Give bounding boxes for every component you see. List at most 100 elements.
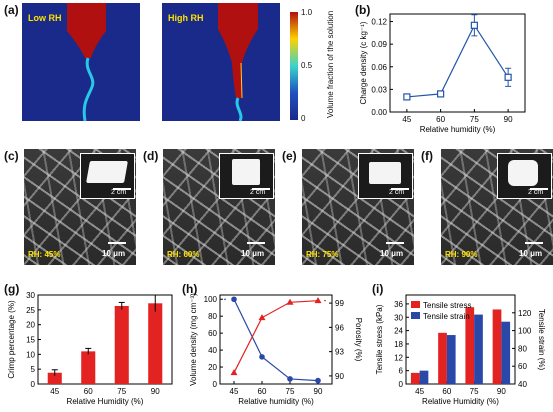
- scale-bar: [525, 242, 543, 244]
- bar: [465, 307, 475, 384]
- y-right-tick-label: 99: [335, 299, 344, 308]
- x-tick-label: 45: [415, 387, 424, 396]
- colorbar-title: Volume fraction of the solution: [326, 10, 335, 118]
- x-tick-label: 75: [117, 387, 126, 396]
- sem-image-rh45: 2 cm RH: 45% 10 μm: [24, 149, 136, 265]
- low-rh-label: Low RH: [28, 13, 62, 23]
- y-tick-label: 40: [208, 346, 217, 355]
- bar: [419, 370, 429, 384]
- plot-frame: [389, 13, 526, 113]
- x-tick-label: 75: [286, 387, 295, 396]
- colorbar-tick-mid: 0.5: [301, 61, 313, 70]
- x-axis-label: Relative humidity (%): [420, 125, 496, 134]
- scale-label: 10 μm: [102, 249, 126, 258]
- y-right-tick-label: 96: [335, 323, 344, 332]
- x-tick-label: 90: [504, 115, 513, 124]
- legend-label: Tensile stress: [423, 301, 471, 310]
- y-axis-label: Crimp percentage (%): [7, 300, 16, 379]
- scale-label: 10 μm: [241, 249, 265, 258]
- legend-swatch: [411, 312, 420, 319]
- panel-label-b: (b): [355, 3, 371, 17]
- y-tick-label: 6: [399, 367, 404, 376]
- inset-scale-bar: [391, 188, 409, 190]
- sem-rh-label: RH: 45%: [28, 250, 61, 259]
- data-point: [286, 298, 294, 305]
- y-tick-label: 30: [26, 291, 35, 300]
- high-rh-label: High RH: [168, 13, 204, 23]
- bar: [438, 332, 447, 384]
- y-right-tick-label: 60: [518, 362, 527, 371]
- data-point: [258, 314, 266, 321]
- y-tick-label: 0: [399, 380, 404, 389]
- y-right-tick-label: 100: [518, 327, 532, 336]
- x-tick-label: 60: [442, 387, 451, 396]
- y-right-axis-label: Porosity (%): [354, 318, 363, 362]
- membrane-photo: [508, 160, 538, 186]
- sem-rh-label: RH: 90%: [445, 250, 478, 259]
- y-tick-label: 60: [208, 329, 217, 338]
- bar: [410, 372, 420, 384]
- data-point: [259, 354, 265, 360]
- inset-scale-label: 2 cm: [250, 189, 266, 196]
- y-tick-label: 24: [394, 327, 403, 336]
- scale-bar: [108, 242, 126, 244]
- scale-label: 10 μm: [380, 249, 404, 258]
- photo-inset: 2 cm: [497, 153, 552, 199]
- panel-label-h: (h): [182, 282, 198, 296]
- x-tick-label: 60: [84, 387, 93, 396]
- data-point: [437, 90, 445, 98]
- panel-label-c: (c): [4, 149, 19, 163]
- y-tick-label: 36: [394, 300, 403, 309]
- x-tick-label: 45: [50, 387, 59, 396]
- series-line: [406, 24, 509, 98]
- panel-label-a: (a): [4, 3, 19, 17]
- x-axis-label: Relative humidity (%): [238, 397, 314, 406]
- y-tick-label: 20: [26, 321, 35, 330]
- sem-image-rh60: 2 cm RH: 60% 10 μm: [163, 149, 275, 265]
- y-right-tick-label: 93: [335, 348, 344, 357]
- membrane-photo: [232, 159, 260, 185]
- x-tick-label: 90: [497, 387, 506, 396]
- y-right-axis-label: Tensile strain (%): [537, 309, 546, 371]
- bar: [47, 372, 62, 384]
- y-axis-label: Tensile stress (kPa): [375, 304, 384, 374]
- colorbar-tick-min: 0: [301, 114, 306, 123]
- volume-density-porosity-chart: 0 20 40 60 80 100 Volume density (mg cm⁻³) 90 93…: [189, 293, 363, 406]
- scale-bar: [386, 242, 404, 244]
- x-tick-label: 45: [402, 115, 411, 124]
- high-rh-simulation: High RH: [162, 3, 280, 121]
- data-point: [231, 296, 237, 303]
- inset-scale-bar: [530, 188, 548, 190]
- data-point: [504, 73, 512, 81]
- colorbar-tick-max: 1.0: [301, 8, 313, 17]
- data-point: [230, 369, 238, 376]
- scale-label: 10 μm: [519, 249, 543, 258]
- x-axis-label: Relative Humidity (%): [67, 397, 144, 406]
- y-tick-label: 18: [394, 340, 403, 349]
- y-tick-label: 0.00: [371, 108, 387, 117]
- panel-label-d: (d): [143, 149, 159, 163]
- y-tick-label: 0.09: [371, 40, 387, 49]
- x-tick-label: 90: [314, 387, 323, 396]
- inset-scale-label: 2 cm: [389, 189, 405, 196]
- data-point: [403, 93, 411, 101]
- photo-inset: 2 cm: [219, 153, 274, 199]
- panel-label-g: (g): [4, 282, 20, 296]
- panel-label-i: (i): [372, 282, 384, 296]
- bar: [81, 351, 96, 384]
- data-point: [314, 297, 322, 304]
- bar: [474, 314, 483, 384]
- panel-label-e: (e): [282, 149, 297, 163]
- x-tick-label: 60: [436, 115, 445, 124]
- membrane-photo: [369, 162, 401, 184]
- y-tick-label: 80: [208, 312, 217, 321]
- y-right-tick-label: 120: [518, 309, 532, 318]
- y-tick-label: 20: [208, 363, 217, 372]
- bar: [114, 305, 129, 384]
- plot-frame: [405, 294, 516, 385]
- y-tick-label: 0: [31, 380, 36, 389]
- scale-bar: [247, 242, 265, 244]
- y-tick-label: 12: [394, 353, 403, 362]
- y-tick-label: 25: [26, 306, 35, 315]
- sem-image-rh90: 2 cm RH: 90% 10 μm: [441, 149, 553, 265]
